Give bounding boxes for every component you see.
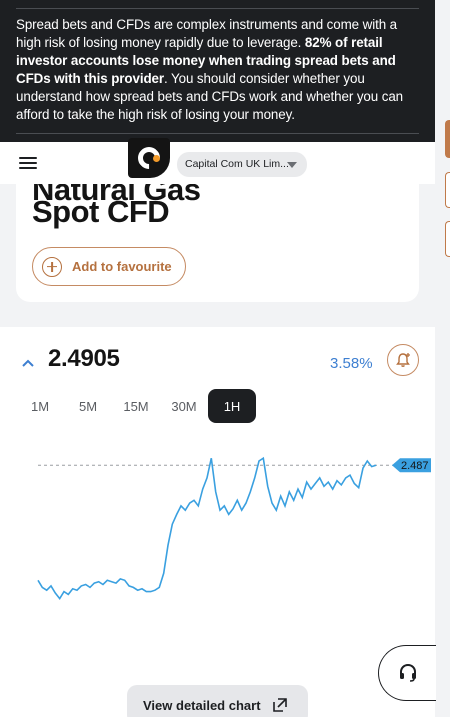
current-price: 2.4905 bbox=[48, 345, 120, 372]
support-chat-button[interactable] bbox=[378, 645, 436, 701]
instrument-title: Spot CFD bbox=[32, 194, 170, 229]
current-price-tag bbox=[392, 458, 431, 473]
tab-timeframe-1m[interactable]: 1M bbox=[30, 398, 50, 414]
price-alert-button[interactable] bbox=[387, 344, 419, 376]
current-price-label: 2.487 bbox=[401, 460, 429, 472]
price-series-line bbox=[37, 456, 377, 600]
tab-timeframe-1h[interactable]: 1H bbox=[208, 389, 256, 423]
bell-plus-icon bbox=[396, 353, 410, 367]
caret-down-icon bbox=[287, 162, 297, 168]
headset-icon bbox=[399, 663, 416, 682]
edge-tab[interactable] bbox=[445, 221, 450, 257]
price-chart[interactable]: 2.487 bbox=[0, 447, 435, 647]
edge-tab[interactable] bbox=[445, 120, 450, 158]
chevron-up-icon bbox=[22, 359, 34, 367]
tab-timeframe-15m[interactable]: 15M bbox=[123, 398, 149, 414]
add-to-favourite-label: Add to favourite bbox=[72, 259, 172, 274]
entity-selector-label: Capital Com UK Lim... bbox=[185, 158, 289, 170]
tab-timeframe-5m[interactable]: 5M bbox=[78, 398, 98, 414]
instrument-title-partial: Natural Gas bbox=[32, 184, 201, 207]
risk-warning-text: Spread bets and CFDs are complex instrum… bbox=[16, 17, 404, 122]
menu-icon[interactable] bbox=[19, 157, 37, 169]
price-change-percent: 3.58% bbox=[330, 355, 373, 372]
edge-tab[interactable] bbox=[445, 172, 450, 208]
risk-warning-banner: Spread bets and CFDs are complex instrum… bbox=[0, 0, 435, 142]
plus-circle-icon bbox=[42, 256, 62, 277]
add-to-favourite-button[interactable]: Add to favourite bbox=[32, 247, 186, 286]
chart-panel: 2.4905 3.58% 1M 5M 15M 30M 1H 2.487 View det… bbox=[0, 327, 435, 717]
tab-timeframe-30m[interactable]: 30M bbox=[171, 398, 197, 414]
divider bbox=[16, 8, 419, 9]
site-header: Capital Com UK Lim... bbox=[0, 142, 435, 184]
entity-selector[interactable]: Capital Com UK Lim... bbox=[177, 152, 307, 177]
divider bbox=[16, 133, 419, 134]
view-detailed-chart-label: View detailed chart bbox=[143, 697, 261, 713]
external-link-icon bbox=[273, 698, 287, 712]
instrument-card: Natural Gas Spot CFD Add to favourite bbox=[16, 184, 419, 302]
capital-com-logo[interactable] bbox=[128, 138, 170, 178]
view-detailed-chart-button[interactable]: View detailed chart bbox=[127, 685, 308, 717]
